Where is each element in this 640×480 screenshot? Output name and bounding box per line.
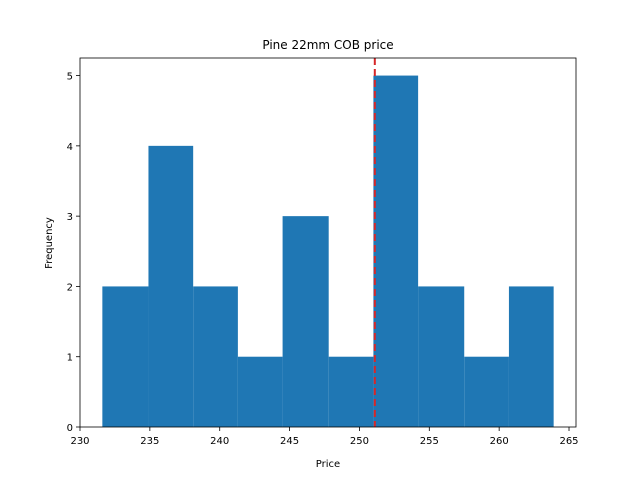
x-tick-label: 235 xyxy=(140,436,159,447)
x-tick-label: 245 xyxy=(280,436,299,447)
y-axis-label: Frequency xyxy=(44,217,55,269)
x-tick-label: 255 xyxy=(420,436,439,447)
histogram-bar-9 xyxy=(464,356,509,427)
x-tick-label: 230 xyxy=(70,436,89,447)
histogram-bar-3 xyxy=(193,286,238,427)
x-tick-label: 260 xyxy=(490,436,509,447)
y-tick-label: 1 xyxy=(67,353,73,364)
x-axis-label: Price xyxy=(316,459,340,470)
x-tick-label: 240 xyxy=(210,436,229,447)
histogram-bar-2 xyxy=(148,145,194,427)
y-tick-label: 3 xyxy=(67,212,73,223)
y-tick-label: 5 xyxy=(67,72,73,83)
chart-title: Pine 22mm COB price xyxy=(262,38,393,52)
y-tick-label: 2 xyxy=(67,282,73,293)
x-tick-label: 250 xyxy=(350,436,369,447)
histogram-bar-10 xyxy=(508,286,554,427)
x-axis-ticks: 230 235 240 245 250 255 260 265 xyxy=(70,427,579,447)
y-axis-ticks: 0 1 2 3 4 5 xyxy=(67,72,80,434)
plot-frame xyxy=(79,57,577,428)
histogram-bar-5 xyxy=(282,216,329,427)
histogram-bar-6 xyxy=(328,356,374,427)
histogram-bar-4 xyxy=(237,356,283,427)
histogram-bar-7 xyxy=(373,75,419,428)
histogram-bar-8 xyxy=(418,286,465,427)
y-tick-label: 0 xyxy=(67,423,73,434)
x-tick-label: 265 xyxy=(559,436,578,447)
histogram-bar-1 xyxy=(102,286,149,427)
bars-group xyxy=(102,75,554,428)
y-tick-label: 4 xyxy=(67,142,73,153)
